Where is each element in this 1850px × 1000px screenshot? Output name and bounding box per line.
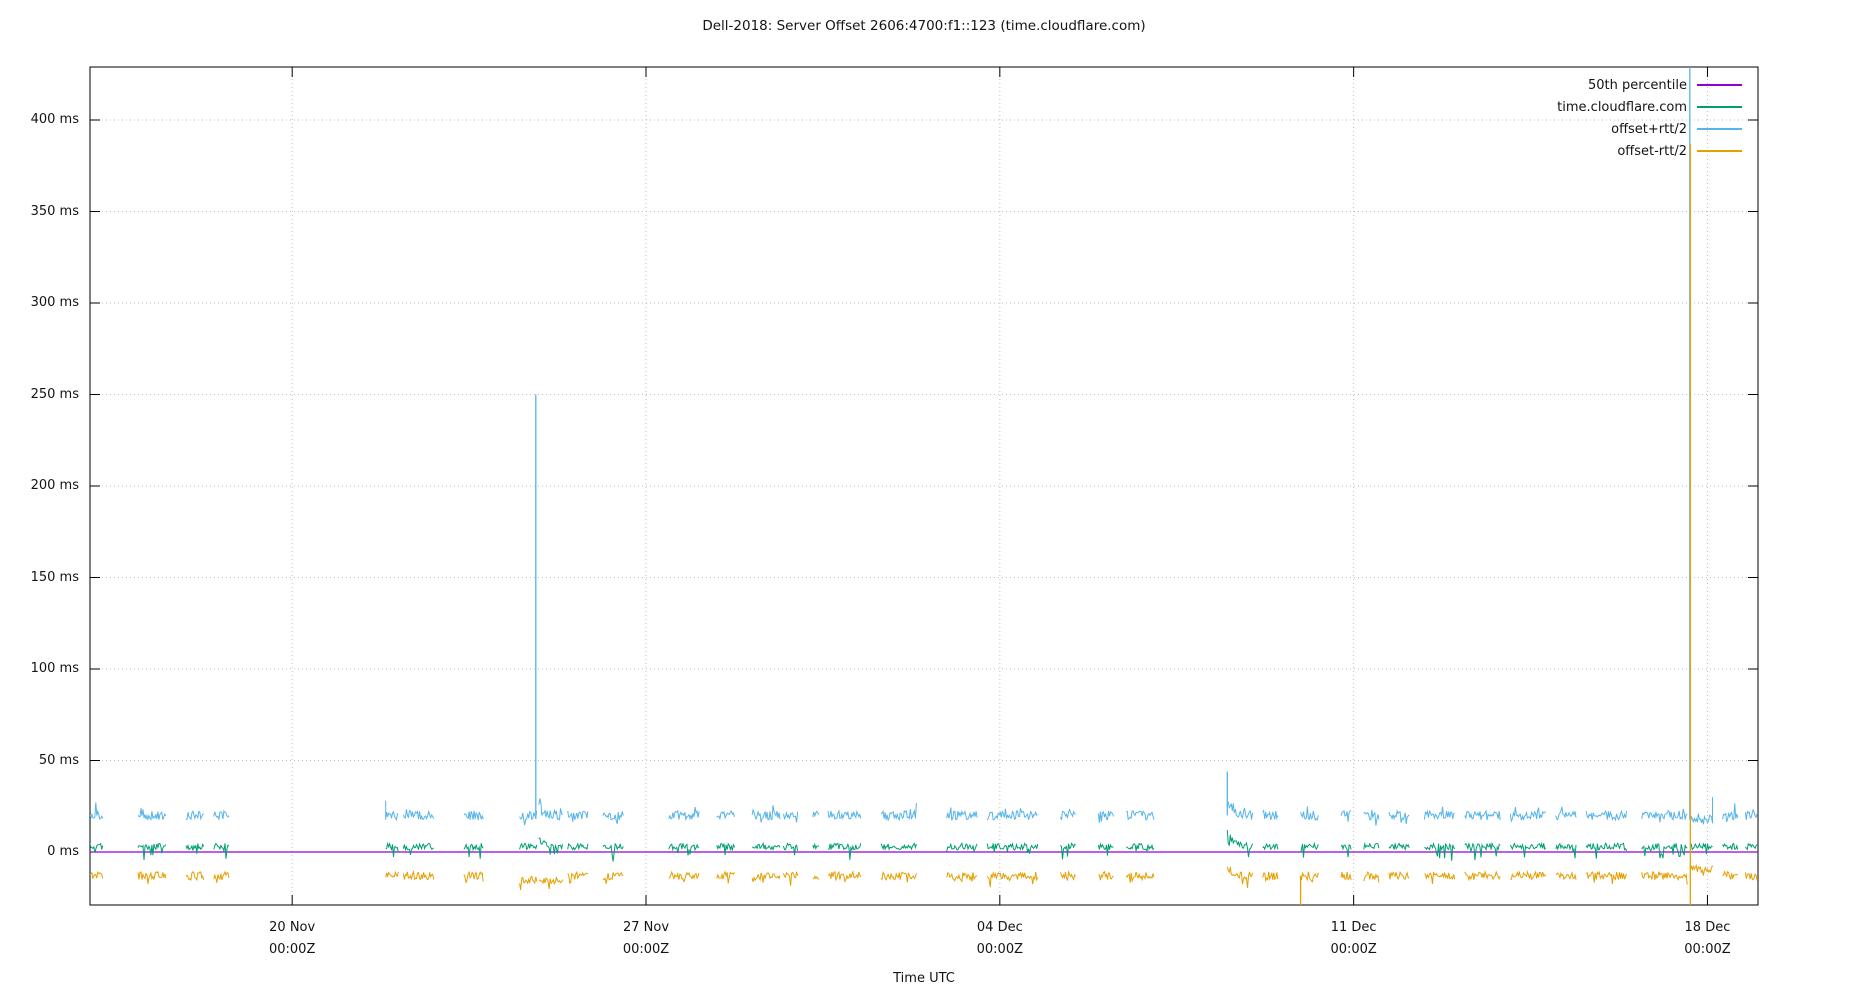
x-axis-tick-label: 20 Nov 00:00Z (222, 920, 362, 964)
series-offset-plus-rtt2 (90, 67, 1758, 826)
y-axis-tick-label: 400 ms (30, 112, 79, 127)
legend-label: offset-rtt/2 (1617, 143, 1687, 159)
y-axis-tick-label: 300 ms (30, 295, 79, 310)
x-tick-date: 20 Nov (269, 920, 316, 935)
x-axis-title: Time UTC (893, 971, 955, 986)
x-tick-time: 00:00Z (976, 942, 1023, 957)
legend-color-line (1697, 84, 1742, 86)
y-axis-tick-label: 350 ms (30, 203, 79, 219)
x-axis-tick-label: 11 Dec 00:00Z (1284, 920, 1424, 964)
x-tick-time: 00:00Z (1330, 942, 1377, 957)
x-tick-date: 18 Dec (1684, 920, 1731, 935)
legend-entry: offset-rtt/2 (1617, 142, 1742, 160)
y-axis-tick-label: 0 ms (47, 844, 79, 859)
series-offset-minus-rtt2 (90, 143, 1758, 905)
y-axis-tick-label: 150 ms (30, 569, 79, 585)
x-axis-tick-label: 27 Nov 00:00Z (576, 920, 716, 964)
legend-color-line (1697, 128, 1742, 130)
x-tick-date: 04 Dec (976, 920, 1023, 935)
y-axis-tick-label: 100 ms (30, 661, 79, 676)
data-series (90, 67, 1758, 905)
y-axis-tick-label: 250 ms (30, 386, 79, 402)
x-tick-time: 00:00Z (622, 942, 670, 957)
series-time-cloudflare-com (90, 829, 1758, 862)
legend-label: offset+rtt/2 (1611, 121, 1687, 137)
legend-color-line (1697, 150, 1742, 152)
legend-label: 50th percentile (1587, 77, 1687, 93)
legend-entry: offset+rtt/2 (1611, 120, 1742, 138)
x-tick-time: 00:00Z (268, 942, 316, 957)
y-axis-tick-label: 50 ms (38, 752, 79, 768)
x-tick-date: 11 Dec (1330, 920, 1377, 935)
legend-color-line (1697, 106, 1742, 108)
axis-ticks (90, 67, 1758, 905)
legend-label: time.cloudflare.com (1557, 99, 1687, 115)
x-axis-tick-label: 04 Dec 00:00Z (930, 920, 1070, 964)
grid-lines (90, 67, 1758, 905)
legend-entry: 50th percentile (1588, 76, 1742, 94)
y-axis-tick-label: 200 ms (30, 478, 79, 493)
legend-entry: time.cloudflare.com (1557, 98, 1742, 116)
x-axis-tick-label: 18 Dec 00:00Z (1637, 920, 1777, 964)
chart-title: Dell-2018: Server Offset 2606:4700:f1::1… (702, 18, 1146, 34)
plot-border (89, 66, 1759, 906)
x-tick-time: 00:00Z (1684, 942, 1731, 957)
x-tick-date: 27 Nov (622, 920, 670, 935)
